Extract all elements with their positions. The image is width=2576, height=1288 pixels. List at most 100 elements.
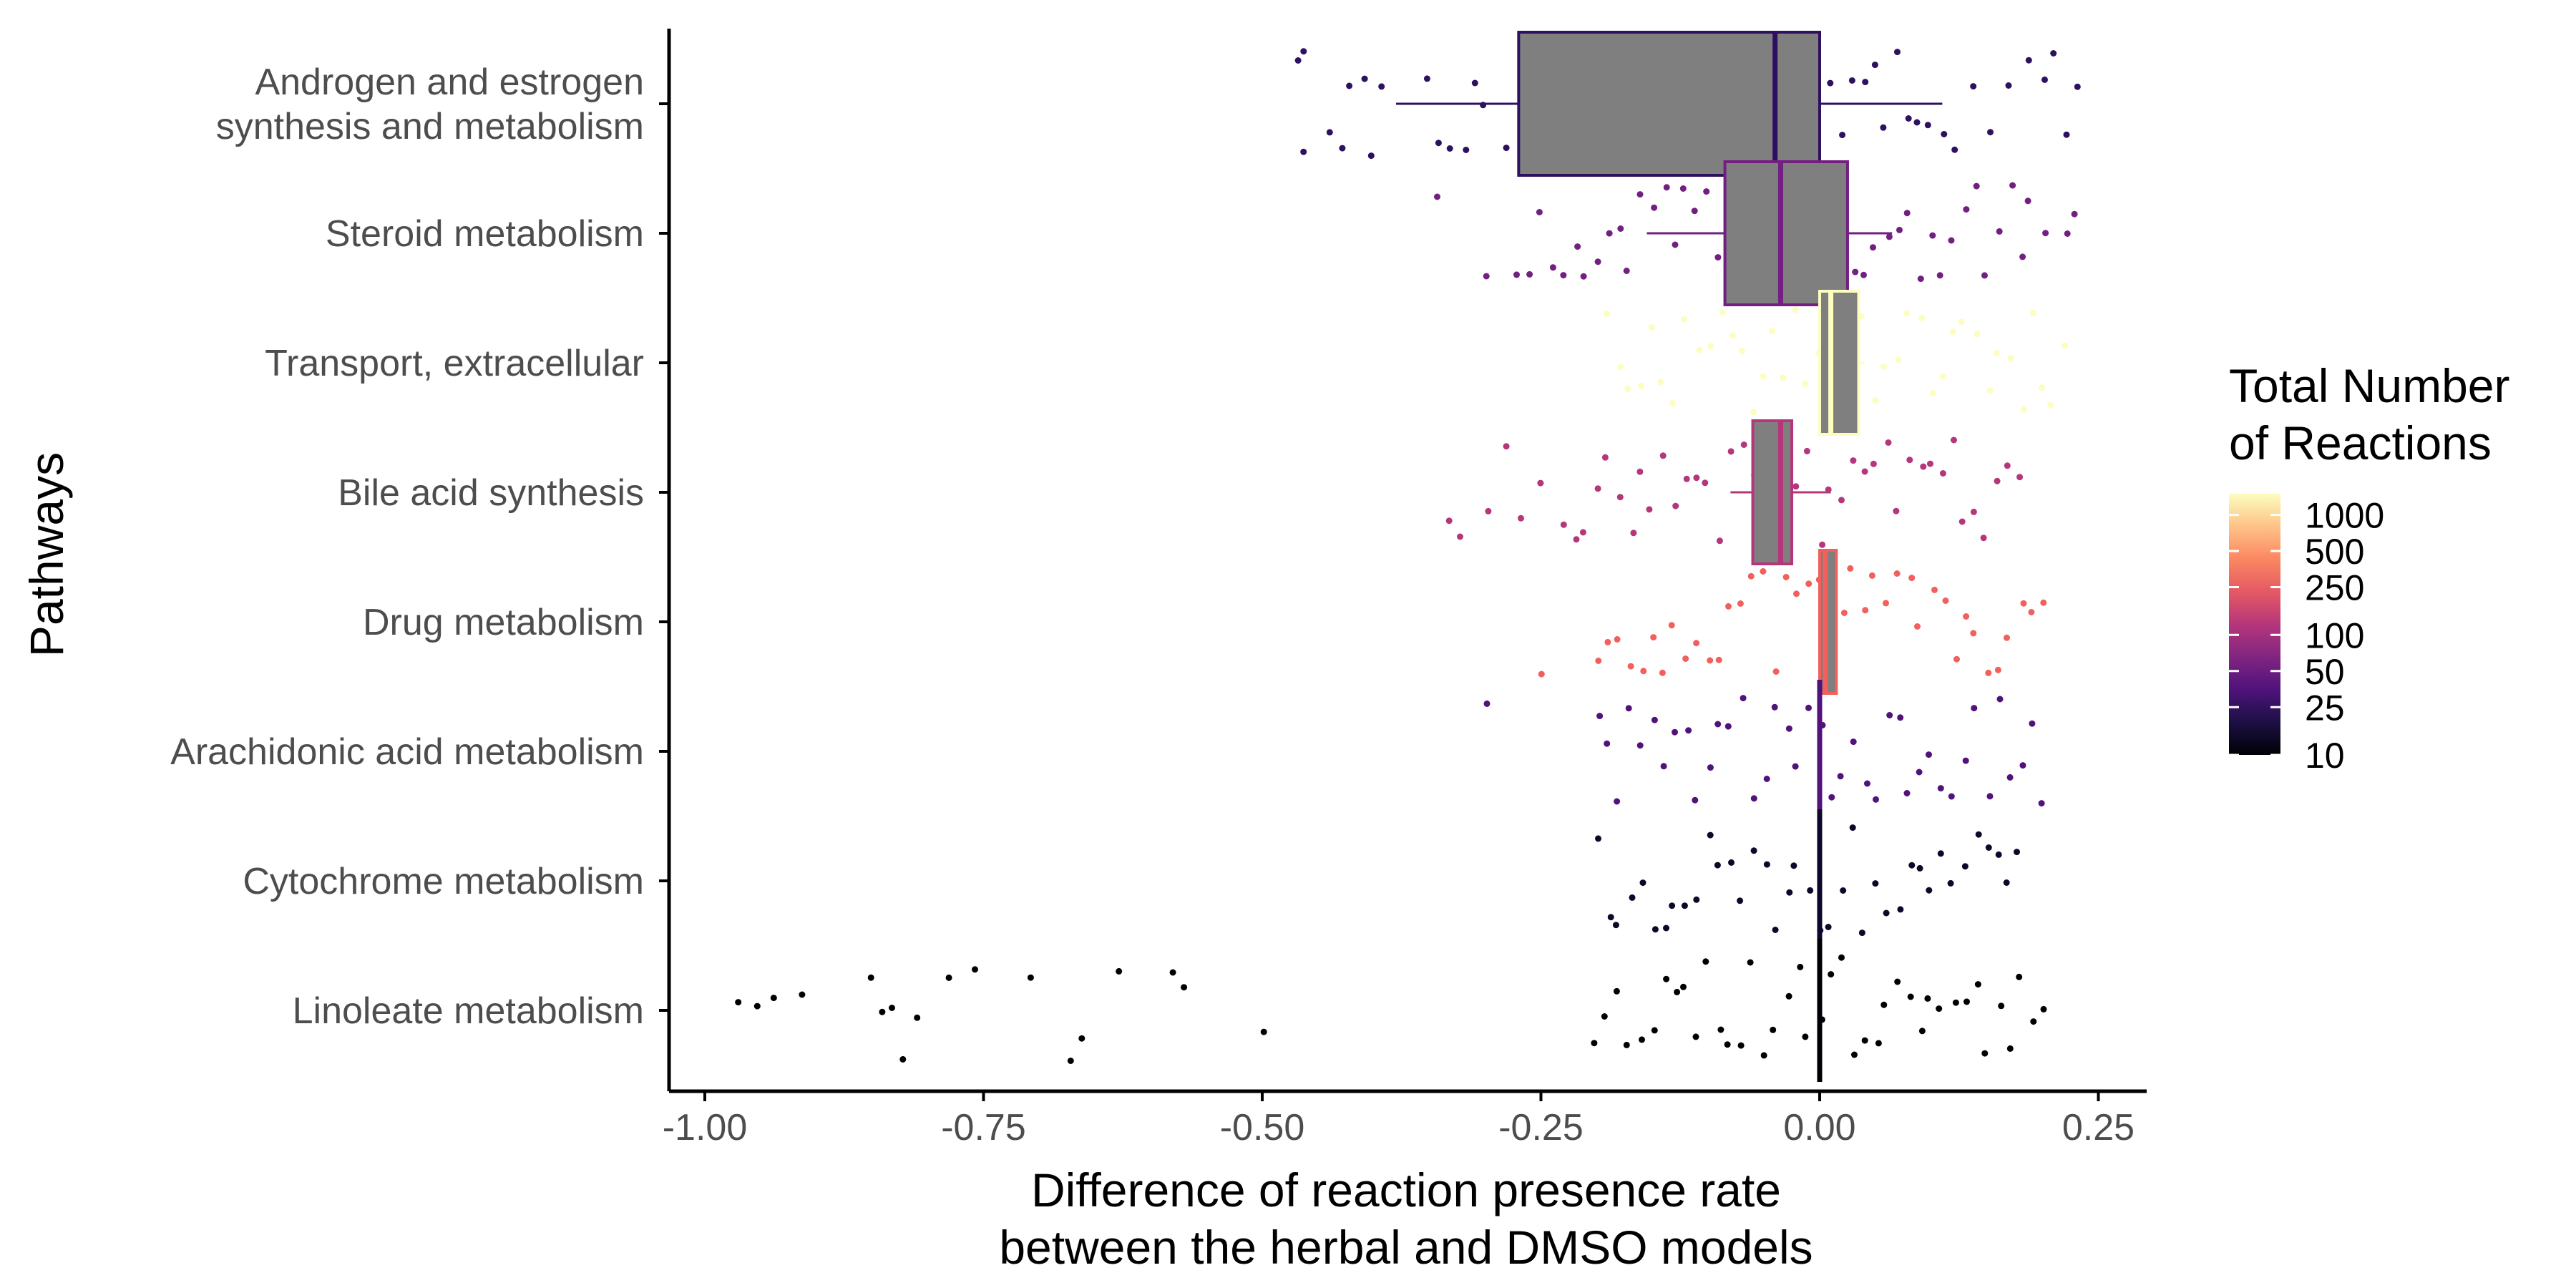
data-point — [1657, 379, 1664, 386]
data-point — [1961, 863, 1968, 870]
data-point — [799, 991, 806, 998]
data-point — [1503, 443, 1510, 450]
data-point — [1985, 669, 1992, 676]
data-point — [2003, 879, 2010, 886]
data-point — [1326, 129, 1333, 136]
data-point — [1714, 862, 1721, 869]
data-point — [1797, 963, 1804, 970]
data-point — [1916, 769, 1923, 776]
x-tick-labels: -1.00 -0.75 -0.50 -0.25 0.00 0.25 — [663, 1107, 2135, 1148]
data-point — [1790, 862, 1797, 869]
data-point — [1483, 700, 1491, 707]
data-point — [1747, 572, 1755, 580]
data-point — [1908, 862, 1916, 869]
legend-tick-label: 10 — [2305, 736, 2345, 776]
data-point — [1768, 328, 1775, 335]
data-point — [945, 974, 952, 981]
data-point — [972, 966, 978, 973]
data-point — [1926, 887, 1933, 894]
data-point — [1691, 208, 1698, 215]
data-point — [1995, 851, 2002, 858]
data-point — [2019, 253, 2026, 260]
data-point — [1707, 657, 1714, 664]
data-point — [1435, 140, 1442, 147]
data-point — [1116, 967, 1123, 975]
data-point — [1668, 622, 1675, 629]
data-point — [1471, 79, 1478, 87]
data-point — [1994, 477, 2001, 484]
data-point — [1864, 780, 1870, 787]
data-point — [1601, 454, 1609, 461]
data-point — [899, 1055, 907, 1063]
data-point — [1998, 1002, 2005, 1010]
data-point — [1948, 793, 1955, 800]
data-point — [1639, 879, 1646, 887]
data-point — [1929, 389, 1936, 396]
data-point — [1981, 1050, 1989, 1057]
data-point — [1738, 348, 1745, 355]
data-point — [1926, 751, 1932, 758]
data-point — [2064, 230, 2071, 237]
data-point — [1973, 182, 1980, 190]
data-point — [1870, 244, 1876, 251]
legend-tick-label: 250 — [2305, 568, 2364, 608]
y-tick-label: Transport, extracellular — [265, 343, 644, 384]
data-point — [1871, 62, 1878, 69]
data-point — [1485, 507, 1492, 514]
data-point — [1947, 879, 1954, 887]
data-point — [1886, 712, 1893, 718]
data-point — [1651, 1027, 1658, 1034]
data-point — [1839, 132, 1846, 139]
data-point — [1663, 184, 1670, 191]
data-point — [1595, 658, 1602, 664]
data-point — [1604, 740, 1611, 747]
data-point — [1951, 436, 1957, 444]
data-point — [1916, 864, 1923, 872]
data-point — [1630, 530, 1637, 537]
data-point — [2016, 973, 2023, 980]
x-tick-label: -1.00 — [663, 1107, 748, 1148]
legend-tick-label: 25 — [2305, 688, 2345, 728]
data-point — [1693, 640, 1700, 647]
data-point — [1937, 785, 1944, 792]
data-point — [1780, 374, 1787, 381]
data-point — [2020, 406, 2027, 413]
data-point — [1861, 468, 1868, 475]
data-point — [1793, 590, 1800, 597]
y-tick-label: Steroid metabolism — [326, 213, 644, 255]
data-point — [2016, 474, 2024, 481]
data-point — [1962, 757, 1969, 764]
data-point — [1707, 831, 1714, 839]
data-point — [1894, 978, 1901, 985]
boxplot — [1730, 419, 1831, 565]
box — [1751, 419, 1794, 565]
data-point — [1067, 1058, 1074, 1064]
x-axis-title-line2: between the herbal and DMSO models — [999, 1221, 1813, 1274]
data-point — [2007, 354, 2014, 361]
data-point — [2028, 609, 2035, 615]
data-point — [1663, 975, 1670, 982]
data-point — [1924, 995, 1931, 1002]
data-point — [1518, 514, 1524, 522]
data-point — [1847, 565, 1854, 572]
data-point — [1636, 468, 1644, 475]
data-point — [1702, 479, 1709, 487]
data-point — [1549, 264, 1556, 271]
data-point — [1483, 273, 1490, 280]
legend-title-line2: of Reactions — [2229, 416, 2492, 469]
data-point — [1579, 529, 1586, 536]
data-point — [1181, 984, 1188, 991]
axes — [659, 29, 2147, 1101]
data-point — [1681, 902, 1688, 909]
data-point — [1828, 794, 1835, 801]
data-point — [1378, 83, 1385, 90]
data-point — [1637, 383, 1644, 389]
data-point — [1750, 847, 1757, 854]
data-point — [1975, 831, 1982, 838]
data-point — [1636, 191, 1644, 198]
data-point — [1920, 463, 1927, 470]
data-point — [753, 1002, 761, 1010]
data-point — [1702, 958, 1709, 965]
data-point — [1728, 859, 1735, 866]
